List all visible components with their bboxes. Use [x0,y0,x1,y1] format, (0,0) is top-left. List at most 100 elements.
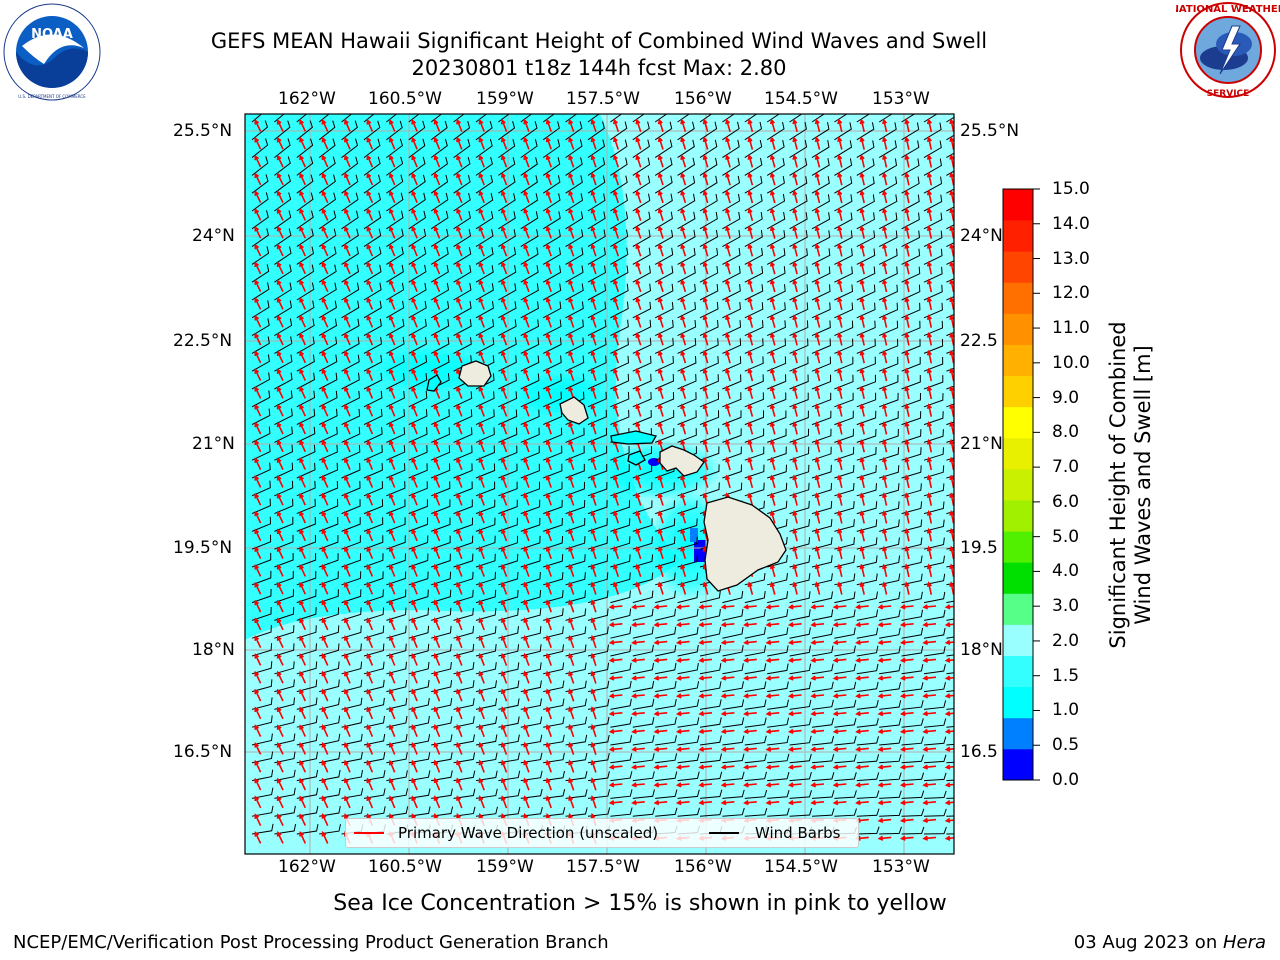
wave-direction-arrow [411,617,418,631]
wave-direction-arrow [949,438,954,453]
wind-barb [498,373,517,390]
wind-barb [879,627,901,639]
wind-barb [610,373,630,390]
wave-direction-arrow [899,746,914,752]
wind-barb [856,248,876,265]
wave-direction-arrow [882,296,888,310]
wave-direction-arrow [792,260,798,275]
wave-direction-arrow [657,189,664,204]
wind-barb [520,788,543,799]
wind-barb [475,211,494,230]
wave-direction-arrow [680,189,687,204]
wind-barb [901,808,925,817]
wave-direction-arrow [568,741,575,755]
wind-barb [408,643,430,657]
colorbar-segment [1003,282,1033,314]
wave-direction-arrow [631,657,645,663]
wind-barb [431,499,451,515]
wind-barb [879,790,902,799]
wind-barb [767,554,788,568]
wind-barb [923,646,946,657]
wave-direction-arrow [680,545,687,560]
wind-barb [744,230,763,248]
wind-barb [565,139,583,159]
wind-barb [363,156,381,176]
wind-barb [341,733,363,746]
wave-direction-arrow [926,278,933,293]
wind-barb [565,554,586,568]
wind-barb [318,426,338,443]
wind-barb [610,319,629,337]
legend-wind-barbs: Wind Barbs [755,824,841,842]
wave-direction-arrow [545,296,552,310]
wave-direction-arrow [344,741,351,755]
wave-direction-arrow [276,742,284,755]
wave-direction-arrow [433,403,441,417]
wave-direction-arrow [635,385,642,399]
wind-barb [767,789,790,799]
wave-direction-arrow [702,332,709,346]
wave-direction-arrow [680,528,687,542]
wind-barb [789,771,812,782]
wave-direction-arrow [299,635,307,648]
wave-direction-arrow [769,349,776,364]
wind-barb [923,212,943,230]
wave-direction-arrow [411,118,418,132]
wave-direction-arrow [344,528,351,542]
wave-direction-arrow [814,403,821,417]
wind-barb [834,374,854,390]
wind-barb [879,338,899,354]
wave-direction-arrow [276,724,284,737]
wind-barb [587,608,609,621]
wave-direction-arrow [500,759,508,773]
wind-barb [542,265,562,283]
wave-direction-arrow [388,243,396,257]
wind-barb [744,591,766,604]
wave-direction-arrow [814,474,821,489]
wind-barb [789,699,812,710]
wind-barb [274,246,292,265]
wind-barb [296,300,315,319]
wind-barb [274,498,294,515]
wind-barb [475,463,496,479]
wind-barb [699,374,719,390]
wave-direction-arrow [254,386,262,399]
wind-barb [274,336,293,354]
wind-barb [901,114,916,123]
wind-barb [251,715,273,728]
wave-direction-arrow [922,764,937,770]
wind-barb [767,699,789,710]
wind-barb [565,734,588,746]
wind-barb [565,680,587,693]
wave-direction-arrow [456,599,463,613]
wind-barb [834,356,854,372]
wind-barb [453,806,476,817]
wave-direction-arrow [613,189,620,204]
wave-direction-arrow [500,688,508,702]
wave-direction-arrow [747,225,754,239]
wind-barb [318,192,337,212]
wave-direction-arrow [904,545,910,560]
wave-direction-arrow [702,172,709,186]
colorbar-frame [1002,188,1034,781]
wind-barb [722,302,741,319]
wave-direction-arrow [523,457,530,471]
map-legend: Primary Wave Direction (unscaled) Wind B… [345,818,859,848]
wind-barb [632,771,655,782]
wind-barb [901,140,920,159]
wave-direction-arrow [613,154,620,168]
wind-barb [766,158,785,176]
wave-direction-arrow [613,261,620,275]
wave-direction-arrow [500,403,508,417]
wave-direction-arrow [388,581,396,595]
wind-barb [453,301,472,319]
wind-barb [834,338,854,354]
wave-direction-arrow [478,190,485,204]
lon-tick-bottom-1: 162°W [278,857,336,877]
wave-direction-arrow [500,190,508,204]
wave-direction-arrow [769,492,776,506]
wave-direction-arrow [276,261,284,275]
wind-barb [789,537,811,550]
wave-direction-arrow [698,782,713,788]
wave-direction-arrow [949,189,954,204]
